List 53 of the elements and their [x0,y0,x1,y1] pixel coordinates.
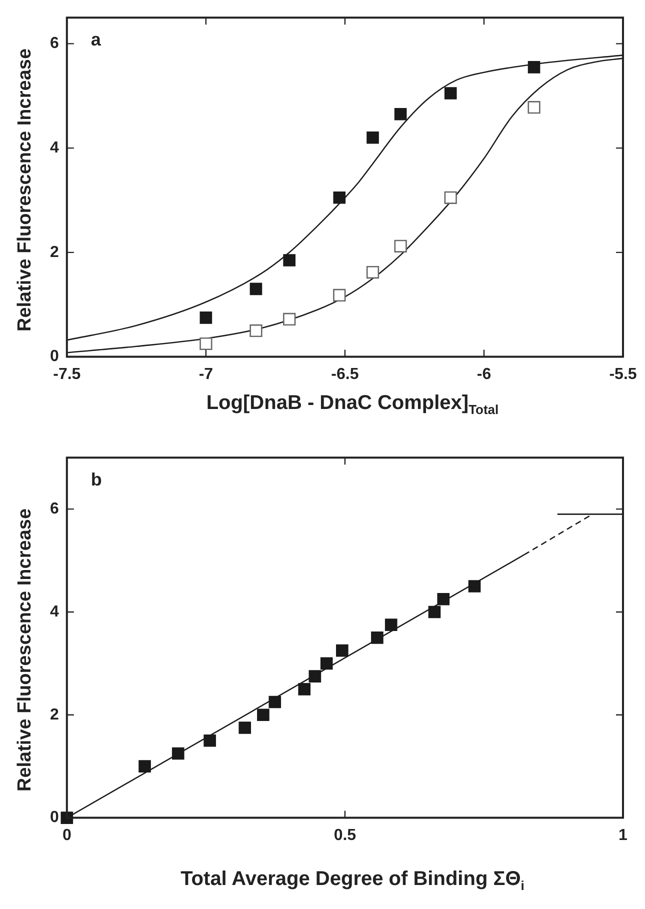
x-tick-label: -5.5 [609,366,637,383]
point [468,580,481,592]
point [366,131,379,144]
point [172,747,184,760]
point [528,101,540,114]
annotation: b [90,470,102,490]
point [394,108,407,120]
point [283,312,296,326]
y-axis-title: Relative Fluorescence Increase [14,508,36,792]
y-tick-label: 0 [50,348,59,366]
x-tick-label: -6.5 [331,366,359,383]
y-tick-label: 6 [50,35,59,52]
point [283,254,296,266]
point [371,632,384,644]
y-axis-title: Relative Fluorescence Increase [14,48,36,332]
point [238,722,252,734]
x-tick-label: 1 [618,826,628,844]
point [204,734,216,747]
point [268,696,282,708]
annotation: a [90,30,102,50]
y-tick-label: 0 [50,809,59,826]
y-tick-label: 2 [50,706,59,724]
point [333,191,346,204]
y-tick-label: 4 [50,603,59,620]
point [366,266,380,279]
x-axis-title: Log[DnaB - DnaC Complex]$_{Total}$ [205,392,500,417]
x-tick-label: 0.5 [334,826,356,844]
point [257,708,270,722]
x-axis-title: Total Average Degree of Binding ΣΘ$_{i}$ [180,868,526,893]
point [200,312,212,324]
x-tick-label: -6 [476,366,492,383]
point [394,240,407,252]
point [437,592,450,606]
point [384,618,398,631]
point [250,282,262,296]
y-tick-label: 6 [50,500,59,518]
point [298,683,311,696]
point [528,61,540,74]
point [444,191,457,204]
point [200,337,212,350]
x-tick-label: -7.5 [53,366,81,383]
point [320,657,333,670]
point [138,760,151,772]
point [336,644,348,657]
x-tick-label: 0 [62,826,72,844]
point [308,670,322,682]
point [444,87,457,100]
point [333,288,346,302]
y-tick-label: 2 [50,244,59,261]
x-tick-label: -7 [198,366,214,383]
y-tick-label: 4 [50,139,59,156]
point [428,606,441,618]
point [250,324,262,338]
